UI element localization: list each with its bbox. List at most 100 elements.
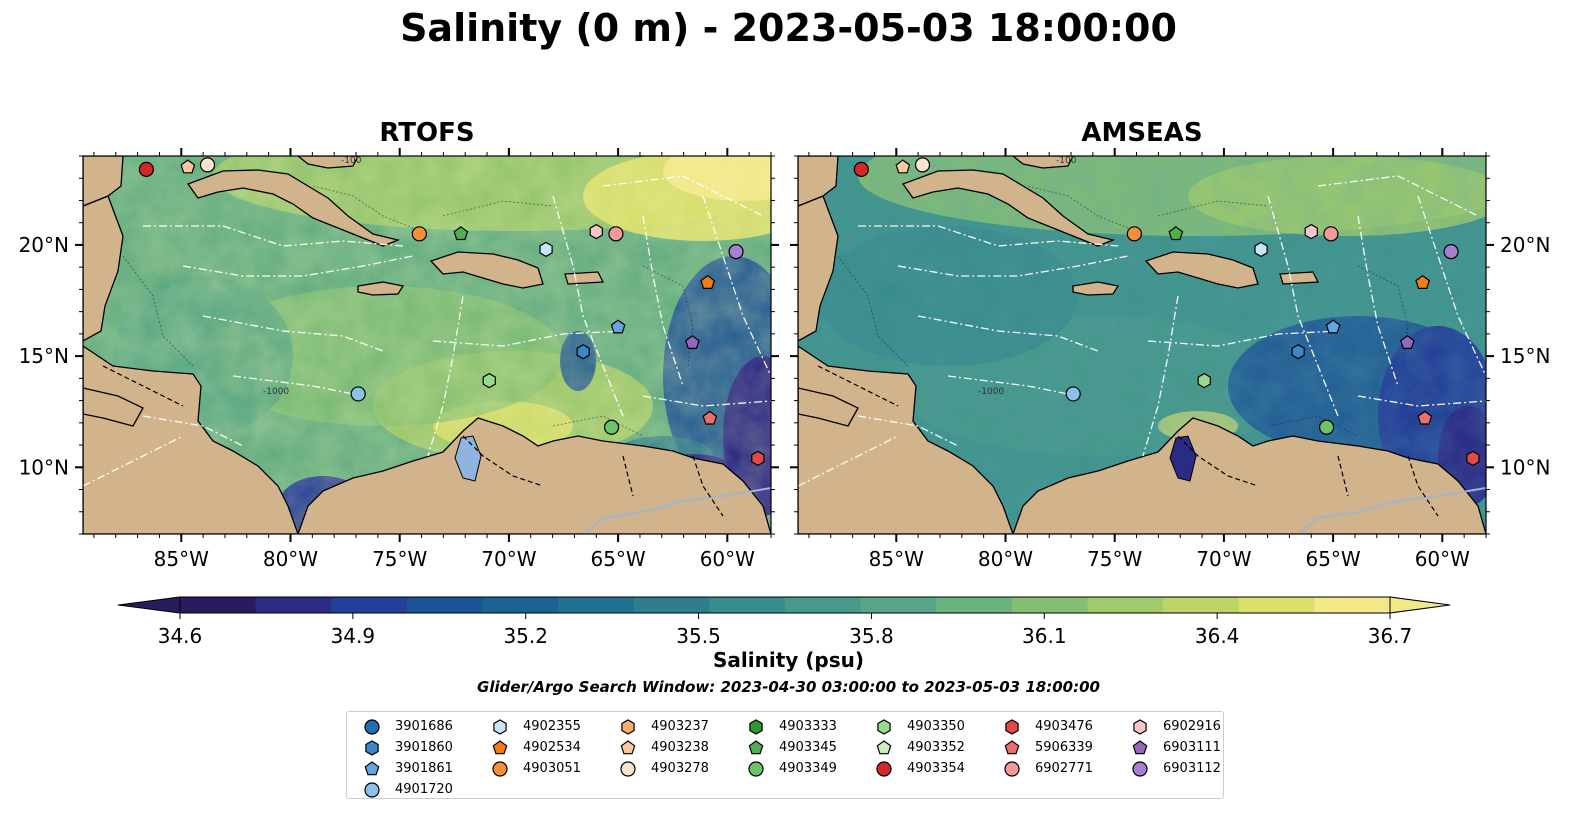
lon-tick-label: 65°W (590, 547, 645, 571)
legend-item: 6903112 (1121, 758, 1246, 779)
lon-tick-label: 75°W (1087, 547, 1142, 571)
float-marker-4902355 (539, 241, 553, 258)
legend-marker-4903476 (1005, 718, 1019, 735)
colorbar-segment (1011, 597, 1088, 613)
legend-marker-icon (1004, 739, 1020, 754)
lon-tick-label: 80°W (263, 547, 318, 571)
legend-label: 5906339 (1035, 740, 1093, 755)
legend-marker-icon (492, 760, 508, 777)
legend-item: 4903476 (993, 716, 1118, 737)
lat-tick-label: 15°N (1500, 344, 1550, 368)
legend-item: 4903352 (865, 737, 990, 758)
colorbar-tick-label: 34.9 (331, 624, 376, 648)
legend-item: 4903333 (737, 716, 862, 737)
legend-marker-3901861 (364, 760, 380, 775)
colorbar-segment (1163, 597, 1240, 613)
float-marker-4903476 (751, 450, 765, 467)
float-markers-rtofs (138, 157, 765, 467)
legend-marker-4902534 (492, 739, 508, 754)
legend-label: 4903354 (907, 761, 965, 776)
legend-label: 4903476 (1035, 719, 1093, 734)
legend-marker-6902916 (1133, 718, 1147, 735)
float-marker-4903354 (138, 161, 154, 177)
float-marker-4903051 (411, 226, 427, 242)
float-marker-4901720 (1065, 386, 1081, 402)
panel-title-rtofs: RTOFS (379, 118, 475, 148)
legend-item: 4903278 (609, 758, 734, 779)
colorbar-segment (482, 597, 559, 613)
legend-marker-6903112 (1132, 760, 1148, 777)
legend-item: 4903345 (737, 737, 862, 758)
float-marker-6903112 (728, 244, 744, 260)
legend-marker-icon (749, 718, 763, 735)
float-marker-4902534 (700, 274, 716, 289)
legend-label: 4903237 (651, 719, 709, 734)
map-panel-amseas: -100 -1000 (798, 156, 1486, 534)
colorbar-segment (1087, 597, 1164, 613)
legend-item: 4903238 (609, 737, 734, 758)
colorbar-tick-label: 36.4 (1195, 624, 1240, 648)
legend-label: 3901860 (395, 740, 453, 755)
legend-item: 4903051 (481, 758, 606, 779)
float-marker-6902771 (608, 226, 624, 242)
legend-item: 3901860 (353, 737, 478, 758)
colorbar-segment (406, 597, 483, 613)
legend-marker-icon (364, 760, 380, 775)
legend-label: 4903278 (651, 761, 709, 776)
float-marker-6902916 (1304, 223, 1318, 240)
float-marker-5906339 (1417, 410, 1433, 425)
lon-tick-label: 70°W (481, 547, 536, 571)
legend-item: 4901720 (353, 779, 478, 800)
lon-tick-label: 75°W (372, 547, 427, 571)
legend-marker-4901720 (364, 781, 380, 798)
legend-label: 4903345 (779, 740, 837, 755)
legend-marker-4903278 (620, 760, 636, 777)
legend-column: 4902355 4902534 4903051 (481, 716, 606, 779)
colorbar-label: Salinity (psu) (712, 648, 864, 672)
legend-marker-5906339 (1004, 739, 1020, 754)
legend-marker-4902355 (493, 718, 507, 735)
colorbar-segment (860, 597, 937, 613)
colorbar-tick-label: 34.6 (158, 624, 203, 648)
legend-marker-6903111 (1132, 739, 1148, 754)
colorbar-segment (785, 597, 862, 613)
legend-item: 4903354 (865, 758, 990, 779)
float-marker-6903111 (684, 335, 700, 349)
legend-marker-icon (1004, 760, 1020, 777)
legend-item: 4903237 (609, 716, 734, 737)
map-panel-rtofs: -100 -1000 (83, 156, 771, 534)
float-marker-4902534 (1415, 274, 1431, 289)
legend-column: 3901686 3901860 3901861 4901720 (353, 716, 478, 800)
legend-label: 6903112 (1163, 761, 1221, 776)
legend-item: 5906339 (993, 737, 1118, 758)
legend-label: 3901686 (395, 719, 453, 734)
axes-rtofs: 85°W 80°W 75°W 70°W 65°W 60°W 20°N 15°N 10°N (19, 148, 779, 571)
float-marker-4903238 (895, 159, 911, 174)
legend-label: 6902771 (1035, 761, 1093, 776)
legend-marker-icon (620, 760, 636, 777)
lon-tick-label: 80°W (978, 547, 1033, 571)
colorbar-tick-label: 35.2 (503, 624, 548, 648)
legend-marker-4903051 (492, 760, 508, 777)
legend-marker-icon (492, 739, 508, 754)
legend-marker-icon (1005, 718, 1019, 735)
legend-marker-icon (1132, 739, 1148, 754)
float-marker-6902916 (589, 223, 603, 240)
colorbar-segment (709, 597, 786, 613)
legend-marker-icon (364, 718, 380, 735)
legend-marker-icon (621, 718, 635, 735)
legend-item: 4903349 (737, 758, 862, 779)
lon-tick-label: 85°W (154, 547, 209, 571)
float-marker-6903112 (1443, 244, 1459, 260)
lon-tick-label: 65°W (1305, 547, 1360, 571)
legend-marker-4903238 (620, 739, 636, 754)
float-marker-4903349 (1318, 419, 1335, 435)
legend-marker-4903354 (876, 760, 892, 777)
lon-tick-label: 70°W (1196, 547, 1251, 571)
colorbar-segment (633, 597, 710, 613)
float-legend: 3901686 3901860 3901861 4901720 4902355 49025… (346, 711, 1224, 799)
legend-item: 6903111 (1121, 737, 1246, 758)
float-marker-4903350 (482, 372, 496, 389)
float-marker-4903350 (1197, 372, 1211, 389)
